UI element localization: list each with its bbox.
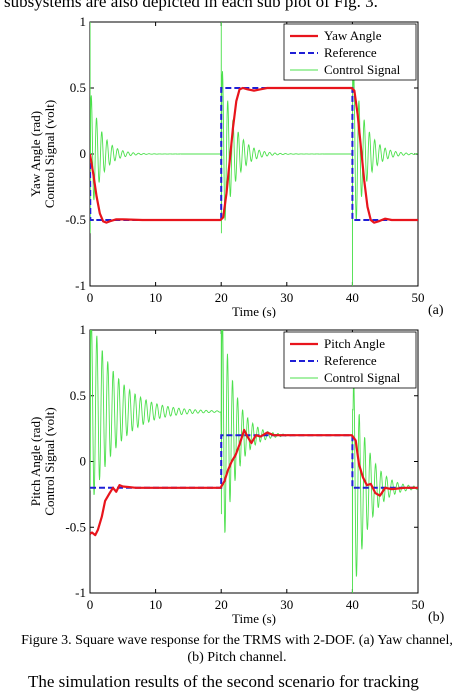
x-tick-label: 50 [412,597,425,612]
y-tick-label: 0.5 [70,388,86,403]
y-tick-label: -1 [75,585,86,600]
y-tick-label: -1 [75,278,86,293]
y-axis-label-line1: Yaw Angle (rad) [28,111,43,197]
legend-entry: Reference [324,45,377,60]
x-tick-label: 0 [87,290,94,305]
legend-box [283,331,417,389]
legend-entry: Yaw Angle [324,28,382,43]
series-control-signal [90,330,418,593]
plot-area [90,22,418,286]
y-tick-label: -0.5 [65,212,86,227]
x-axis-label: Time (s) [232,304,276,318]
y-axis-label-line2: Control Signal (volt) [42,100,57,208]
legend: Yaw Angle Reference Control Signal [283,23,417,81]
y-axis-label-line2: Control Signal (volt) [42,407,57,515]
y-axis-label-line1: Pitch Angle (rad) [28,417,43,507]
body-text-top: subsystems are also depicted in each sub… [4,0,378,11]
legend-entry: Pitch Angle [324,336,385,351]
yaw-channel-chart: 0 10 20 30 40 50 -1 -0.5 0 0.5 1 Time (s) Yaw Angle … [28,14,444,318]
y-tick-label: 0 [80,454,87,469]
legend: Pitch Angle Reference Control Signal [283,331,417,389]
x-tick-label: 30 [280,597,293,612]
x-tick-label: 0 [87,597,94,612]
series-control-signal [90,22,418,286]
x-tick-label: 50 [412,290,425,305]
figure-caption: Figure 3. Square wave response for the T… [0,632,474,666]
x-tick-label: 10 [149,597,162,612]
caption-line-1: Figure 3. Square wave response for the T… [21,633,453,648]
x-tick-label: 30 [280,290,293,305]
body-text-bottom: The simulation results of the second sce… [28,672,419,691]
x-tick-label: 20 [215,597,228,612]
legend-entry: Reference [324,353,377,368]
x-axis-label: Time (s) [232,611,276,626]
legend-entry: Control Signal [324,370,401,385]
legend-box [283,23,417,81]
y-tick-label: 1 [80,14,87,29]
panel-label: (b) [428,610,445,625]
pitch-channel-chart: 0 10 20 30 40 50 -1 -0.5 0 0.5 1 Time (s) Pitch Angl… [28,322,445,626]
x-tick-label: 40 [346,597,359,612]
y-tick-label: -0.5 [65,519,86,534]
panel-label: (a) [428,303,444,318]
legend-entry: Control Signal [324,62,401,77]
y-tick-label: 0 [80,146,87,161]
x-tick-label: 20 [215,290,228,305]
series-reference [90,87,418,221]
caption-line-2: (b) Pitch channel. [187,650,287,665]
y-tick-label: 1 [80,322,87,337]
series-angle [90,86,418,224]
series-angle [90,428,418,537]
x-tick-label: 40 [346,290,359,305]
y-tick-label: 0.5 [70,80,86,95]
x-tick-label: 10 [149,290,162,305]
plot-area [90,330,418,593]
